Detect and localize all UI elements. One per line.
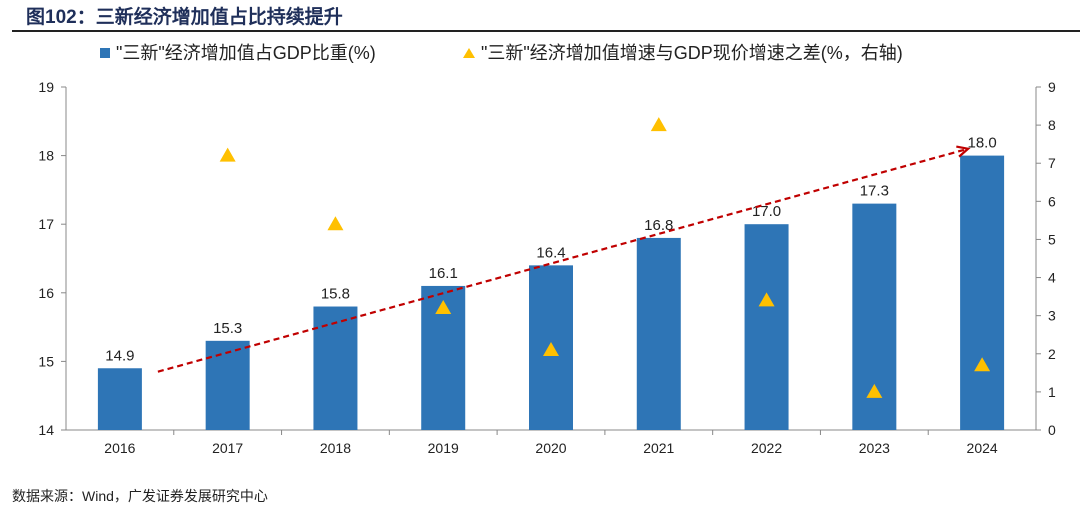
- triangle-marker-2019: [435, 300, 452, 315]
- trend-arrow: [157, 147, 969, 373]
- bar-2024: [960, 155, 1005, 430]
- left-tick-label: 15: [38, 353, 54, 369]
- x-tick-label: 2022: [751, 440, 782, 456]
- legend-bar-label: "三新"经济增加值占GDP比重(%): [116, 43, 376, 63]
- bar-2016: [97, 368, 142, 430]
- right-tick-label: 5: [1048, 231, 1056, 247]
- data-label: 15.8: [321, 286, 350, 303]
- source-note: 数据来源：Wind，广发证券发展研究中心: [12, 488, 268, 504]
- x-tick-label: 2018: [320, 440, 351, 456]
- data-label: 15.3: [213, 320, 242, 337]
- x-tick-label: 2019: [428, 440, 459, 456]
- triangle-marker-2018: [327, 216, 344, 231]
- x-tick-label: 2024: [967, 440, 998, 456]
- chart-title: 图102：三新经济增加值占比持续提升: [26, 7, 343, 28]
- title-divider: [12, 30, 1080, 32]
- right-tick-label: 1: [1048, 384, 1056, 400]
- data-label: 16.4: [536, 244, 565, 261]
- triangle-marker-2017: [219, 147, 236, 162]
- legend-triangle-label: "三新"经济增加值增速与GDP现价增速之差(%，右轴): [481, 43, 903, 63]
- right-tick-label: 3: [1048, 308, 1056, 324]
- triangle-marker-2022: [758, 292, 775, 307]
- data-label: 16.1: [429, 265, 458, 282]
- bar-2017: [205, 340, 250, 430]
- right-tick-label: 9: [1048, 79, 1056, 95]
- data-label: 16.8: [644, 217, 673, 234]
- x-tick-label: 2017: [212, 440, 243, 456]
- triangle-marker-2024: [974, 357, 991, 372]
- bar-2021: [636, 237, 681, 430]
- bar-2018: [313, 306, 358, 430]
- bar-2022: [744, 224, 789, 430]
- right-tick-label: 0: [1048, 422, 1056, 438]
- x-tick-label: 2016: [104, 440, 135, 456]
- right-tick-label: 4: [1048, 270, 1056, 286]
- left-tick-label: 17: [38, 216, 54, 232]
- data-label: 17.3: [860, 183, 889, 200]
- data-label: 14.9: [105, 347, 134, 364]
- triangle-marker-2023: [866, 383, 883, 398]
- right-tick-label: 6: [1048, 193, 1056, 209]
- left-tick-label: 16: [38, 285, 54, 301]
- left-tick-label: 19: [38, 79, 54, 95]
- x-tick-label: 2020: [535, 440, 566, 456]
- triangle-marker-2021: [650, 117, 667, 132]
- x-tick-label: 2021: [643, 440, 674, 456]
- trend-arrow-head: [956, 145, 971, 158]
- legend-bar-swatch: [100, 48, 110, 58]
- right-tick-label: 8: [1048, 117, 1056, 133]
- right-tick-label: 2: [1048, 346, 1056, 362]
- data-label: 17.0: [752, 203, 781, 220]
- data-label: 18.0: [968, 135, 997, 152]
- x-tick-label: 2023: [859, 440, 890, 456]
- left-tick-label: 14: [38, 422, 54, 438]
- left-tick-label: 18: [38, 148, 54, 164]
- triangle-marker-2020: [543, 341, 559, 356]
- right-tick-label: 7: [1048, 155, 1056, 171]
- legend-triangle-swatch: [463, 48, 475, 58]
